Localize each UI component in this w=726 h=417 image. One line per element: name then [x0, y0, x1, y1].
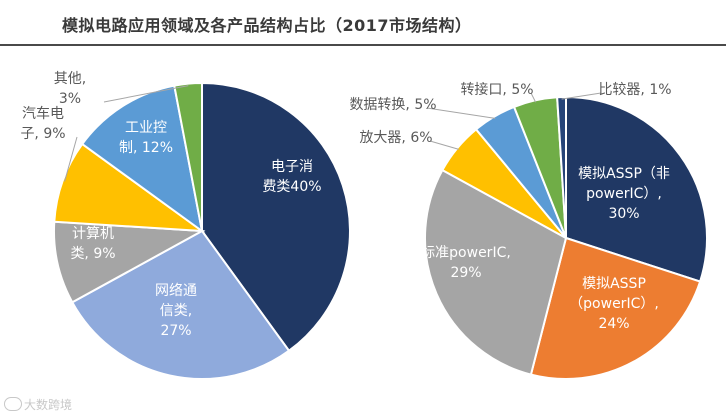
pie1-slice-6: [173, 81, 203, 232]
pie2-slice-3: [424, 168, 568, 376]
pie2-label-4: 放大器, 6%: [359, 130, 432, 146]
watermark-text: 大数跨境: [24, 398, 73, 412]
pie2-label-3-line-1: 标准powerIC,: [421, 245, 511, 261]
pie2-leader-6: [530, 92, 537, 103]
watermark: 大数跨境: [4, 396, 72, 413]
pie1-label-1-line-2: 费类40%: [262, 179, 321, 195]
pie2-label-5-line-1: 数据转换, 5%: [349, 96, 436, 113]
pie2-label-4-line-1: 放大器, 6%: [359, 130, 432, 146]
pie1-label-1: 电子消费类40%: [262, 159, 321, 195]
pie1-label-2-line-3: 27%: [160, 323, 191, 339]
pie1-label-3-line-2: 类, 9%: [70, 246, 115, 262]
pie1-label-4: 汽车电子, 9%: [20, 105, 65, 142]
pie2-label-3-line-2: 29%: [450, 265, 481, 281]
pie2-label-2-line-3: 24%: [598, 316, 629, 332]
pie1-slice-3: [52, 220, 206, 304]
title-bar: 模拟电路应用领域及各产品结构占比（2017市场结构）: [0, 0, 726, 46]
pie2-label-5: 数据转换, 5%: [349, 96, 436, 113]
pie2-slice-7: [556, 95, 567, 239]
pie1-label-5-line-2: 制, 12%: [119, 140, 173, 156]
pie2-label-3: 标准powerIC, 29%: [421, 245, 511, 281]
pie2-leader-5: [426, 107, 496, 119]
pie2-slice-1: [565, 95, 708, 283]
watermark-logo-icon: [4, 397, 22, 411]
pie1-label-6-line-2: 3%: [59, 91, 81, 107]
pie1-leader-4: [64, 136, 78, 182]
pie2-label-6: 转接口, 5%: [460, 81, 533, 98]
pie1-label-5-line-1: 工业控: [125, 120, 167, 136]
pie2-label-7-line-1: 比较器, 1%: [598, 82, 671, 98]
pie1-label-4-line-2: 子, 9%: [20, 126, 65, 142]
pie-application-areas: 电子消费类40% 网络通信类, 27% 计算机类, 9% 汽车电子, 9% 工业控制, 1…: [20, 71, 351, 380]
pie2-label-1-line-3: 30%: [608, 206, 639, 222]
pie1-slice-2: [70, 229, 291, 380]
pie-product-structure: 模拟ASSP（非 powerIC）, 30% 模拟ASSP （powerIC）, 24% 标…: [349, 81, 708, 380]
pie2-label-2-line-2: （powerIC）,: [569, 296, 659, 312]
pie1-label-2-line-2: 信类,: [160, 303, 192, 319]
title-rule: [0, 44, 726, 46]
pie2-label-1-line-1: 模拟ASSP（非: [578, 166, 670, 182]
pie1-label-3: 计算机类, 9%: [70, 226, 115, 262]
pie2-label-1: 模拟ASSP（非 powerIC）, 30%: [578, 166, 670, 222]
pie1-label-2-line-1: 网络通: [155, 283, 197, 299]
pie1-label-1-line-1: 电子消: [271, 159, 313, 175]
chart-title: 模拟电路应用领域及各产品结构占比（2017市场结构）: [62, 16, 472, 35]
pie2-label-2: 模拟ASSP （powerIC）, 24%: [569, 276, 659, 332]
pie1-slice-4: [53, 142, 206, 233]
pie1-label-6-line-1: 其他,: [54, 71, 86, 87]
pie2-slice-2: [529, 236, 702, 380]
pie2-leader-4: [429, 140, 460, 150]
pie1-label-3-line-1: 计算机: [72, 226, 114, 242]
pie1-slice-5: [80, 84, 204, 234]
pie2-label-6-line-1: 转接口, 5%: [460, 81, 533, 98]
pie2-label-1-line-2: powerIC）,: [586, 186, 662, 202]
pie2-label-7: 比较器, 1%: [598, 82, 671, 98]
pie2-leader-7: [561, 92, 602, 100]
pie1-slice-1: [201, 81, 351, 353]
pie1-label-4-line-1: 汽车电: [22, 105, 64, 122]
pie1-label-5: 工业控制, 12%: [119, 120, 173, 156]
pie2-label-2-line-1: 模拟ASSP: [582, 276, 646, 292]
pie1-label-2: 网络通信类, 27%: [155, 283, 197, 339]
pie1-label-6: 其他, 3%: [54, 71, 86, 107]
pie1-leader-6: [103, 85, 189, 103]
